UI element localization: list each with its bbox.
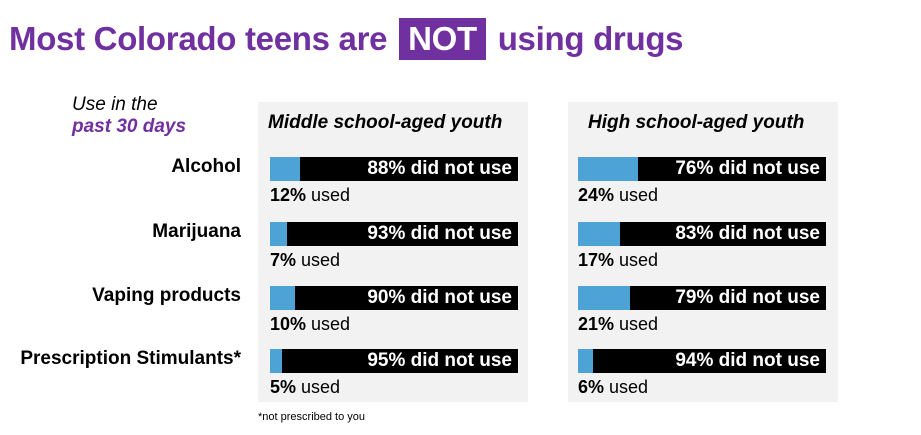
used-percent: 10% [270,314,307,334]
used-percent: 17% [578,250,615,270]
period-label: Use in the past 30 days [72,94,186,138]
period-label-line1: Use in the [72,94,158,115]
used-suffix: used [296,377,341,397]
data-label-not-used: 93% did not use [367,223,512,244]
used-suffix: used [614,314,659,334]
bar: 95% did not use [270,349,518,373]
bar-segment-used [578,349,593,373]
data-label-used: 24% used [578,185,658,206]
bar-segment-used [270,157,300,181]
title-highlight: NOT [399,18,486,60]
bar: 94% did not use [578,349,826,373]
bar: 93% did not use [270,222,518,246]
used-suffix: used [614,250,659,270]
row-label: Alcohol [171,156,241,177]
used-suffix: used [604,377,649,397]
bar-segment-used [270,286,295,310]
period-label-line2: past 30 days [72,116,187,137]
used-percent: 21% [578,314,615,334]
used-percent: 7% [270,250,297,270]
row-label: Vaping products [92,285,241,306]
used-suffix: used [296,250,341,270]
data-label-not-used: 94% did not use [675,350,820,371]
bar-segment-used [270,349,283,373]
data-label-not-used: 90% did not use [367,287,512,308]
bar: 79% did not use [578,286,826,310]
page-title: Most Colorado teens are NOT using drugs [9,18,684,60]
title-text-before: Most Colorado teens are [9,20,388,57]
data-label-used: 12% used [270,185,350,206]
bar-segment-used [578,222,621,246]
used-suffix: used [306,314,351,334]
used-suffix: used [614,185,659,205]
used-percent: 12% [270,185,307,205]
used-percent: 6% [578,377,605,397]
data-label-used: 21% used [578,314,658,335]
bar: 88% did not use [270,157,518,181]
bar: 90% did not use [270,286,518,310]
data-label-used: 6% used [578,377,648,398]
title-text-after: using drugs [497,20,684,57]
used-percent: 5% [270,377,297,397]
used-percent: 24% [578,185,615,205]
bar-segment-used [578,286,631,310]
bar: 76% did not use [578,157,826,181]
data-label-used: 7% used [270,250,340,271]
footnote: *not prescribed to you [258,411,366,423]
data-label-used: 17% used [578,250,658,271]
data-label-not-used: 95% did not use [367,350,512,371]
data-label-used: 5% used [270,377,340,398]
row-label: Marijuana [152,221,241,242]
bar-segment-used [270,222,288,246]
used-suffix: used [306,185,351,205]
panel-title: Middle school-aged youth [268,112,503,133]
data-label-not-used: 83% did not use [675,223,820,244]
data-label-not-used: 88% did not use [367,158,512,179]
data-label-not-used: 79% did not use [675,287,820,308]
row-label: Prescription Stimulants* [20,348,241,369]
panel-title: High school-aged youth [588,112,805,133]
bar-segment-used [578,157,638,181]
bar: 83% did not use [578,222,826,246]
data-label-not-used: 76% did not use [675,158,820,179]
data-label-used: 10% used [270,314,350,335]
